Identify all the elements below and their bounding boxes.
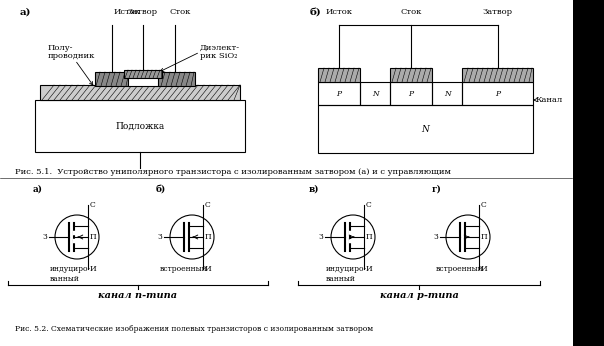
Text: Диэлект-: Диэлект-: [200, 44, 240, 52]
Text: б): б): [310, 8, 322, 17]
Text: Затвор: Затвор: [483, 8, 513, 16]
Text: Сток: Сток: [400, 8, 422, 16]
Text: Рис. 5.2. Схематические изображения полевых транзисторов с изолированным затворо: Рис. 5.2. Схематические изображения поле…: [15, 325, 373, 333]
Text: И: И: [366, 265, 373, 273]
Text: П: П: [481, 233, 487, 241]
Bar: [318, 105, 533, 153]
Text: в): в): [309, 185, 320, 194]
Text: С: С: [366, 201, 371, 209]
Bar: [360, 82, 390, 105]
Text: П: П: [366, 233, 373, 241]
Text: З: З: [318, 233, 323, 241]
Bar: [318, 68, 360, 82]
Bar: [155, 72, 195, 86]
Text: N: N: [422, 125, 429, 134]
Bar: [40, 85, 240, 100]
Text: ванный: ванный: [326, 275, 356, 283]
Text: С: С: [481, 201, 487, 209]
Bar: [124, 70, 162, 78]
Bar: [462, 68, 533, 82]
Bar: [128, 77, 158, 86]
Text: С: С: [90, 201, 96, 209]
Bar: [95, 72, 130, 86]
Text: P: P: [336, 90, 342, 98]
Text: канал p-типа: канал p-типа: [379, 291, 458, 300]
Bar: [390, 82, 432, 105]
Bar: [318, 82, 360, 105]
Text: б): б): [156, 185, 166, 194]
Text: И: И: [90, 265, 97, 273]
Text: Исток: Исток: [326, 8, 353, 16]
Text: Исток: Исток: [114, 8, 141, 16]
Text: индуциро-: индуциро-: [326, 265, 367, 273]
Text: ванный: ванный: [50, 275, 80, 283]
Text: Рис. 5.1.  Устройство униполярного транзистора с изолированным затвором (а) и с : Рис. 5.1. Устройство униполярного транзи…: [15, 168, 451, 176]
Text: N: N: [371, 90, 378, 98]
Text: встроенный: встроенный: [436, 265, 484, 273]
Bar: [390, 68, 432, 82]
Text: П: П: [205, 233, 211, 241]
Text: З: З: [433, 233, 438, 241]
Text: встроенный: встроенный: [160, 265, 208, 273]
Text: И: И: [205, 265, 211, 273]
Text: З: З: [157, 233, 162, 241]
Bar: [462, 82, 533, 105]
Bar: [573, 0, 604, 346]
Text: И: И: [481, 265, 487, 273]
Text: Сток: Сток: [169, 8, 191, 16]
Text: а): а): [20, 8, 31, 17]
Text: проводник: проводник: [48, 52, 95, 60]
Text: индуциро-: индуциро-: [50, 265, 91, 273]
Text: П: П: [90, 233, 97, 241]
Text: а): а): [33, 185, 43, 194]
Text: P: P: [495, 90, 500, 98]
Text: рик SiO₂: рик SiO₂: [200, 52, 237, 60]
Text: P: P: [408, 90, 414, 98]
Text: Полу-: Полу-: [48, 44, 74, 52]
Text: N: N: [444, 90, 451, 98]
Text: З: З: [42, 233, 47, 241]
Bar: [35, 100, 245, 152]
Text: С: С: [205, 201, 211, 209]
Text: Подложка: Подложка: [115, 121, 165, 130]
Bar: [432, 82, 462, 105]
Text: Канал: Канал: [536, 96, 564, 104]
Text: канал n-типа: канал n-типа: [98, 291, 178, 300]
Text: г): г): [432, 185, 442, 194]
Text: Затвор: Затвор: [128, 8, 158, 16]
